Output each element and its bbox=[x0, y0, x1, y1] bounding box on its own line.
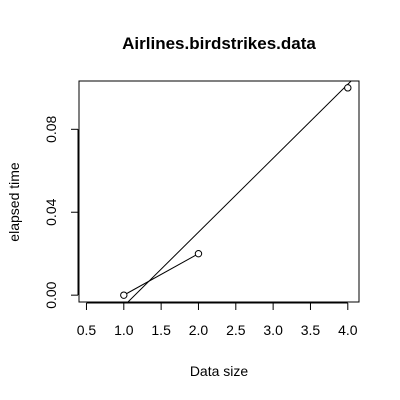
x-tick-label: 3.0 bbox=[263, 322, 283, 338]
plot-frame bbox=[78, 80, 360, 303]
fit-line bbox=[127, 81, 352, 302]
y-axis-label: elapsed time bbox=[6, 162, 22, 242]
x-tick-label: 1.5 bbox=[151, 322, 171, 338]
x-tick-label: 3.5 bbox=[301, 322, 321, 338]
data-point bbox=[344, 84, 352, 92]
x-tick-label: 2.0 bbox=[189, 322, 209, 338]
data-point bbox=[194, 249, 203, 258]
data-point bbox=[120, 291, 128, 299]
y-tick-label: 0.00 bbox=[43, 281, 59, 308]
y-tick-label: 0.08 bbox=[43, 115, 59, 142]
x-axis-label: Data size bbox=[190, 363, 249, 379]
x-tick-label: 2.5 bbox=[226, 322, 246, 338]
chart-title: Airlines.birdstrikes.data bbox=[122, 34, 316, 53]
x-tick-label: 0.5 bbox=[77, 322, 97, 338]
y-tick-label: 0.04 bbox=[43, 198, 59, 225]
x-tick-label: 4.0 bbox=[338, 322, 358, 338]
data-line bbox=[123, 253, 199, 296]
plot-area: 0.5 1.0 1.5 2.0 2.5 3.0 3.5 4.0 0.00 0.04 0.08 bbox=[43, 80, 360, 338]
x-tick-label: 1.0 bbox=[114, 322, 134, 338]
